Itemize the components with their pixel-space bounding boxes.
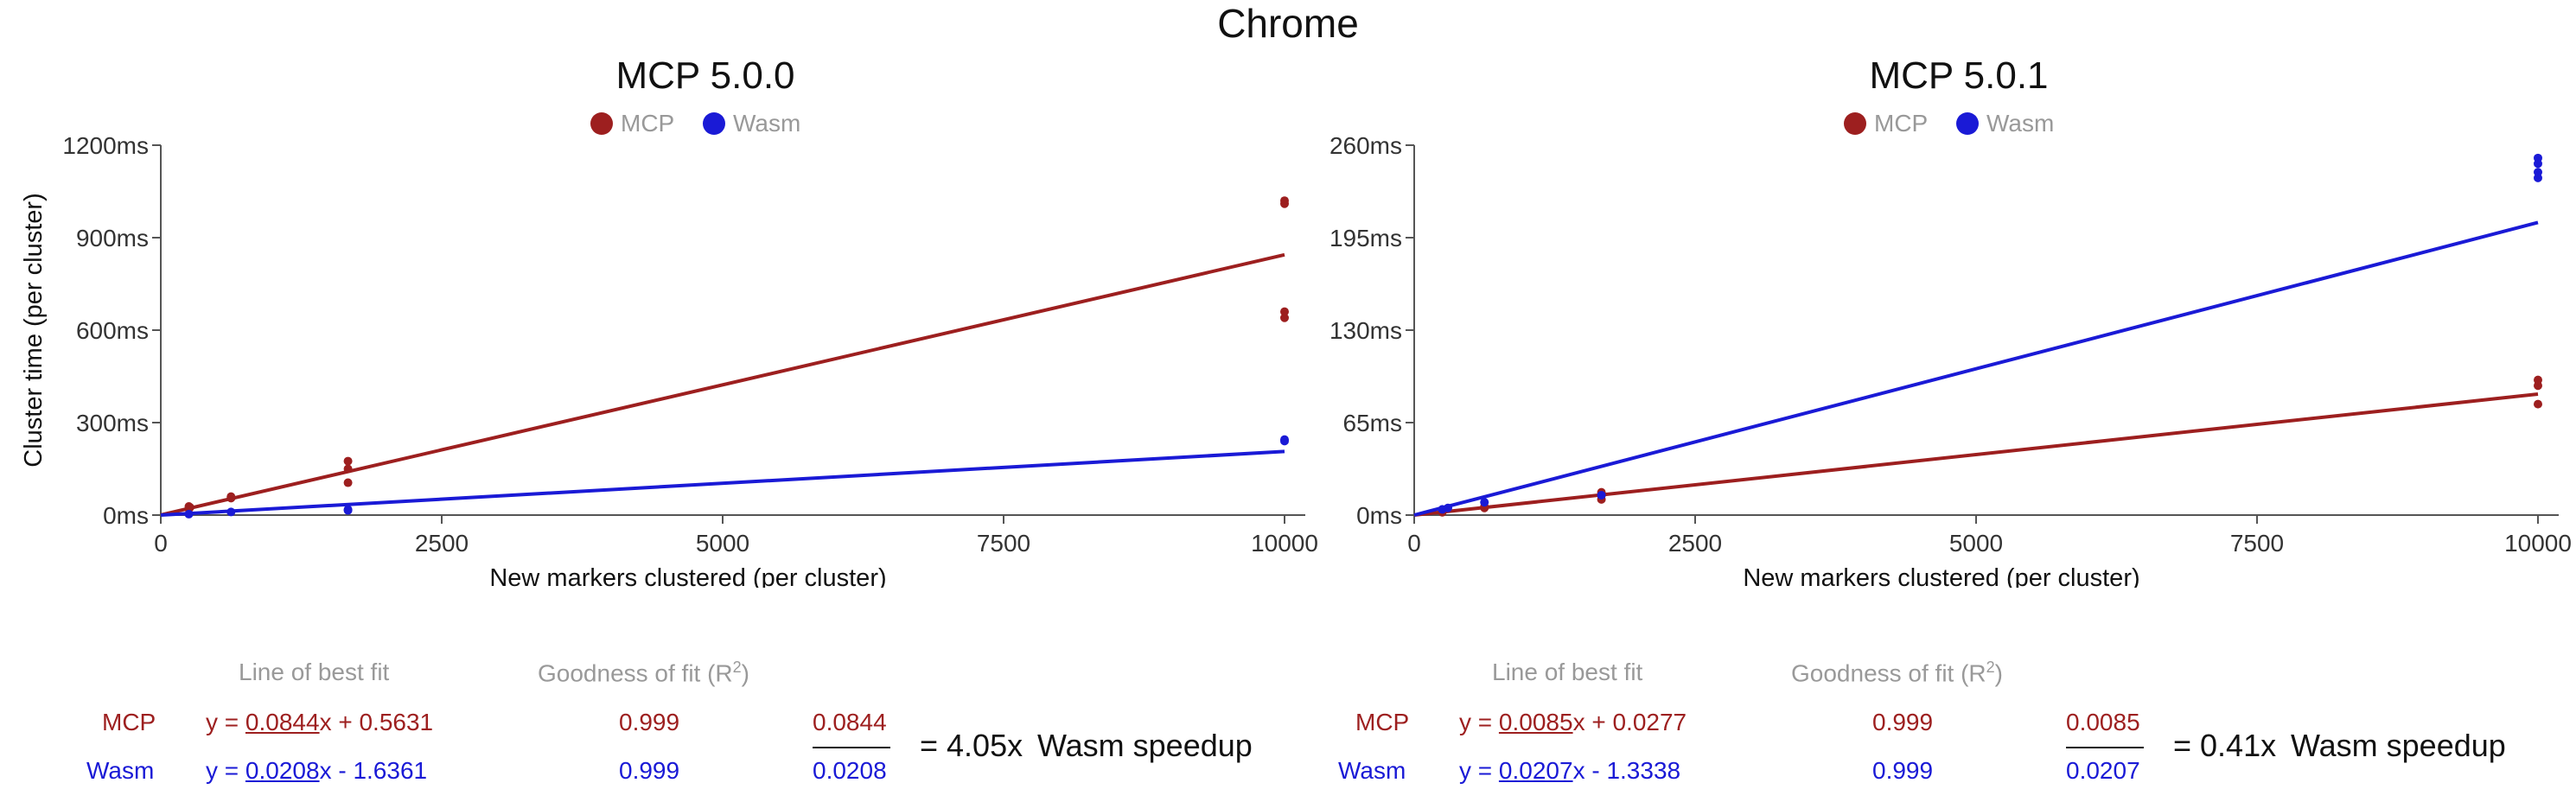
row-label-mcp: MCP xyxy=(102,709,156,735)
data-point-mcp xyxy=(184,502,194,512)
data-point-wasm xyxy=(2534,168,2542,177)
fit-line-wasm xyxy=(1413,220,2539,517)
ratio-divider xyxy=(813,747,890,748)
data-point-wasm xyxy=(1597,490,1606,500)
chart-title: MCP 5.0.0 xyxy=(615,54,794,97)
y-tick-label: 195ms xyxy=(1329,225,1402,251)
r2-header: Goodness of fit (R2) xyxy=(538,659,749,687)
x-tick-label: 5000 xyxy=(1949,530,2003,557)
ratio-numerator: 0.0085 xyxy=(2066,709,2140,735)
data-point-wasm xyxy=(1280,435,1289,444)
x-tick-label: 10000 xyxy=(2504,530,2572,557)
y-axis-label: Cluster time (per cluster) xyxy=(20,193,48,467)
legend-marker-wasm xyxy=(703,112,725,135)
y-tick-label: 1200ms xyxy=(62,132,149,159)
data-point-mcp xyxy=(2534,375,2542,385)
fit-line-mcp xyxy=(160,252,1285,517)
fit-header: Line of best fit xyxy=(239,659,390,685)
y-tick-label: 300ms xyxy=(76,410,149,436)
speedup-result: = 0.41x xyxy=(2173,728,2277,763)
y-tick-label: 900ms xyxy=(76,225,149,251)
row-label-mcp: MCP xyxy=(1355,709,1410,735)
fit-line-mcp xyxy=(1413,392,2539,517)
x-tick-label: 10000 xyxy=(1251,530,1318,557)
fit-equation-mcp: y = 0.0844x + 0.5631 xyxy=(206,709,434,735)
fit-header: Line of best fit xyxy=(1492,659,1643,685)
data-point-wasm xyxy=(226,507,236,517)
ratio-numerator: 0.0844 xyxy=(813,709,887,735)
data-point-wasm xyxy=(2534,153,2542,162)
y-tick-label: 260ms xyxy=(1329,132,1402,159)
speedup-label: Wasm speedup xyxy=(1037,728,1253,763)
y-tick-label: 0ms xyxy=(103,502,149,529)
data-point-wasm xyxy=(1480,498,1489,507)
data-point-mcp xyxy=(1280,313,1289,322)
legend-label-mcp: MCP xyxy=(621,110,674,137)
x-tick-label: 7500 xyxy=(977,530,1030,557)
y-tick-label: 0ms xyxy=(1356,502,1402,529)
data-point-mcp xyxy=(1280,196,1289,206)
fit-equation-wasm: y = 0.0208x - 1.6361 xyxy=(206,757,428,784)
speedup-result: = 4.05x xyxy=(920,728,1023,763)
x-tick-label: 2500 xyxy=(1668,530,1722,557)
row-label-wasm: Wasm xyxy=(1338,757,1406,784)
data-point-wasm xyxy=(1444,503,1452,512)
speedup-label: Wasm speedup xyxy=(2291,728,2506,763)
legend-marker-mcp xyxy=(590,112,613,135)
x-tick-label: 7500 xyxy=(2230,530,2284,557)
legend-label-wasm: Wasm xyxy=(733,110,800,137)
legend-label-wasm: Wasm xyxy=(1986,110,2054,137)
y-tick-label: 130ms xyxy=(1329,317,1402,344)
data-point-mcp xyxy=(1280,307,1289,316)
data-point-wasm xyxy=(184,509,194,519)
legend-marker-mcp xyxy=(1844,112,1866,135)
chart-title: MCP 5.0.1 xyxy=(1869,54,2048,97)
data-point-wasm xyxy=(343,505,353,514)
y-tick-label: 600ms xyxy=(76,317,149,344)
legend-marker-wasm xyxy=(1956,112,1979,135)
fit-line-wasm xyxy=(160,449,1285,517)
ratio-divider xyxy=(2066,747,2144,748)
x-axis-label: New markers clustered (per cluster) xyxy=(489,564,886,588)
r2-value-mcp: 0.999 xyxy=(619,709,680,735)
x-tick-label: 2500 xyxy=(415,530,469,557)
fit-equation-wasm: y = 0.0207x - 1.3338 xyxy=(1459,757,1681,784)
fit-equation-mcp: y = 0.0085x + 0.0277 xyxy=(1459,709,1687,735)
page-title: Chrome xyxy=(1217,1,1359,46)
data-point-mcp xyxy=(343,478,353,487)
ratio-denominator: 0.0207 xyxy=(2066,757,2140,784)
x-tick-label: 0 xyxy=(154,530,168,557)
legend-label-mcp: MCP xyxy=(1874,110,1928,137)
ratio-denominator: 0.0208 xyxy=(813,757,887,784)
r2-value-wasm: 0.999 xyxy=(1872,757,1934,784)
r2-value-wasm: 0.999 xyxy=(619,757,680,784)
x-tick-label: 5000 xyxy=(696,530,749,557)
data-point-mcp xyxy=(343,464,353,474)
row-label-wasm: Wasm xyxy=(86,757,155,784)
x-tick-label: 0 xyxy=(1407,530,1421,557)
data-point-mcp xyxy=(226,492,236,501)
data-point-mcp xyxy=(2534,399,2542,409)
data-point-mcp xyxy=(343,456,353,466)
charts-canvas: MCP 5.0.0 MCP Wasm 0ms 300ms 600ms 900ms 1200ms… xyxy=(20,54,2572,588)
y-tick-label: 65ms xyxy=(1343,410,1402,436)
r2-header: Goodness of fit (R2) xyxy=(1791,659,2003,687)
x-axis-label: New markers clustered (per cluster) xyxy=(1743,564,2139,588)
r2-value-mcp: 0.999 xyxy=(1872,709,1934,735)
